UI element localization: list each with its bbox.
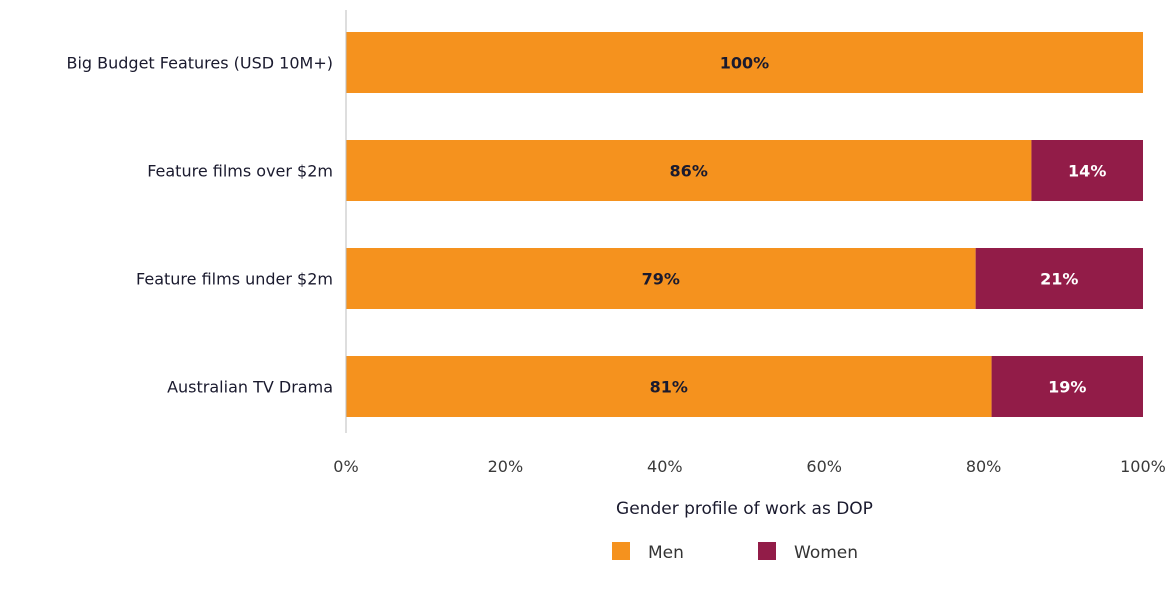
bar-label-women-1: 14% [1068, 162, 1106, 181]
x-tick-label-3: 60% [806, 457, 842, 476]
bars-group [346, 32, 1143, 417]
category-label-0: Big Budget Features (USD 10M+) [66, 54, 333, 73]
category-label-1: Feature films over $2m [147, 162, 333, 181]
bar-labels-group: 100% 86% 14% 79% 21% 81% 19% [642, 54, 1107, 397]
category-label-3: Australian TV Drama [167, 378, 333, 397]
bar-label-women-3: 19% [1048, 378, 1086, 397]
bar-label-men-0: 100% [720, 54, 769, 73]
bar-label-men-1: 86% [670, 162, 708, 181]
x-tick-label-1: 20% [488, 457, 524, 476]
x-tick-label-5: 100% [1120, 457, 1166, 476]
bar-label-men-3: 81% [650, 378, 688, 397]
bar-label-men-2: 79% [642, 270, 680, 289]
legend: Men Women [612, 542, 858, 563]
x-axis-title: Gender profile of work as DOP [616, 499, 873, 519]
legend-label-women: Women [794, 543, 858, 563]
legend-swatch-women [758, 542, 776, 560]
x-tick-label-2: 40% [647, 457, 683, 476]
bar-label-women-2: 21% [1040, 270, 1078, 289]
category-labels-group: Big Budget Features (USD 10M+) Feature fi… [66, 54, 333, 397]
x-tick-label-0: 0% [333, 457, 358, 476]
x-tick-label-4: 80% [966, 457, 1002, 476]
category-label-2: Feature films under $2m [136, 270, 333, 289]
legend-swatch-men [612, 542, 630, 560]
x-tick-labels-group: 0% 20% 40% 60% 80% 100% [333, 457, 1166, 476]
legend-label-men: Men [648, 543, 684, 563]
